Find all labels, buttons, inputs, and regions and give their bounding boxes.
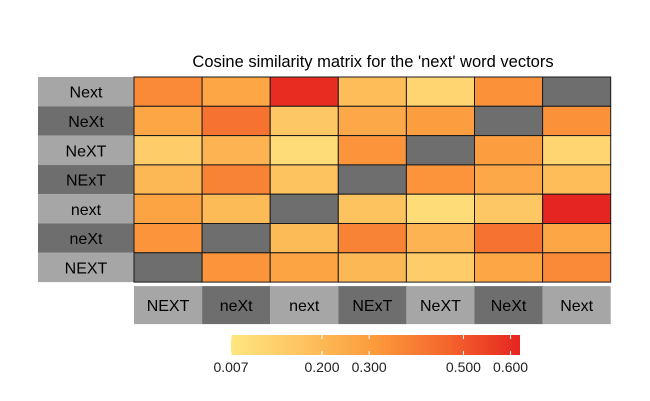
column-label: neXt	[220, 298, 253, 315]
heatmap-cell	[405, 76, 475, 107]
heatmap-cell	[474, 135, 544, 166]
chart-title: Cosine similarity matrix for the 'next' …	[192, 53, 553, 71]
heatmap-cell	[474, 76, 544, 107]
row-label: NeXt	[68, 114, 104, 131]
heatmap-cell-diagonal	[133, 252, 203, 283]
heatmap-cell	[542, 223, 612, 254]
row-labels: Next NeXt NeXT NExT next neXt NEXT	[38, 77, 134, 283]
heatmap-cell	[269, 252, 339, 283]
heatmap-cell	[133, 135, 203, 166]
row-label-bg	[38, 223, 134, 253]
heatmap-cell	[474, 223, 544, 254]
heatmap-cell	[133, 105, 203, 137]
column-label-bg	[406, 286, 475, 325]
heatmap-cell	[337, 252, 407, 283]
heatmap-cell	[269, 135, 339, 166]
row-label-bg	[38, 252, 134, 283]
column-label: NeXt	[491, 298, 527, 315]
heatmap-cell	[474, 193, 544, 224]
heatmap-cell	[405, 223, 475, 254]
colorbar-tick-label: 0.500	[446, 359, 481, 375]
column-label: NExT	[352, 298, 392, 315]
colorbar-tick-label: 0.007	[213, 359, 248, 375]
heatmap-cell	[201, 135, 271, 166]
colorbar-tick-label: 0.300	[352, 359, 387, 375]
heatmap-cell	[542, 135, 612, 166]
heatmap-cell	[269, 105, 339, 137]
heatmap-cell	[405, 105, 475, 137]
heatmap-cell	[133, 76, 203, 107]
column-label: Next	[560, 298, 593, 315]
row-label: NExT	[66, 173, 106, 190]
row-label: Next	[70, 85, 103, 102]
heatmap-cell	[542, 193, 612, 224]
heatmap-cell-diagonal	[269, 193, 339, 224]
heatmap-cell-diagonal	[201, 223, 271, 254]
heatmap-cell-diagonal	[405, 135, 475, 166]
row-label-bg	[38, 135, 134, 165]
heatmap-cell	[201, 252, 271, 283]
heatmap-cell	[201, 164, 271, 195]
row-label-bg	[38, 106, 134, 136]
colorbar-tick-label: 0.600	[493, 359, 528, 375]
column-label: NeXT	[420, 298, 461, 315]
column-label: NEXT	[147, 298, 190, 315]
heatmap-cell	[133, 223, 203, 254]
heatmap-cell	[201, 76, 271, 107]
heatmap-cell	[542, 105, 612, 137]
column-label-bg	[270, 286, 339, 325]
row-label: neXt	[70, 231, 103, 248]
heatmap-cell-diagonal	[337, 164, 407, 195]
heatmap-cell	[542, 252, 612, 283]
heatmap-cell-diagonal	[474, 105, 544, 137]
heatmap-cell	[405, 164, 475, 195]
row-label-bg	[38, 77, 134, 107]
heatmap-cell	[337, 135, 407, 166]
heatmap-cell	[201, 193, 271, 224]
colorbar: 0.007 0.200 0.300 0.500 0.600	[213, 335, 528, 375]
row-label-bg	[38, 194, 134, 224]
heatmap-cell	[337, 223, 407, 254]
row-label: NEXT	[65, 260, 108, 277]
heatmap-cell	[474, 164, 544, 195]
heatmap-cell-diagonal	[542, 76, 612, 107]
heatmap-cell	[337, 105, 407, 137]
column-label: next	[289, 298, 320, 315]
heatmap-cell	[269, 164, 339, 195]
heatmap-cells	[133, 76, 612, 283]
heatmap-cell	[337, 193, 407, 224]
heatmap-cell	[337, 76, 407, 107]
column-labels: NEXT neXt next NExT NeXT NeXt Next	[134, 286, 611, 325]
colorbar-gradient	[231, 335, 520, 355]
column-label-bg	[202, 286, 271, 325]
row-label: next	[71, 202, 102, 219]
heatmap-cell	[405, 193, 475, 224]
column-label-bg	[134, 286, 203, 325]
colorbar-tick-label: 0.200	[304, 359, 339, 375]
row-label: NeXT	[66, 143, 107, 160]
heatmap-cell	[269, 223, 339, 254]
heatmap-cell	[133, 193, 203, 224]
heatmap-cell	[201, 105, 271, 137]
heatmap-cell	[269, 76, 339, 107]
column-label-bg	[338, 286, 407, 325]
heatmap-cell	[474, 252, 544, 283]
heatmap-cell	[542, 164, 612, 195]
heatmap-cell	[405, 252, 475, 283]
heatmap-cell	[133, 164, 203, 195]
column-label-bg	[474, 286, 543, 325]
row-label-bg	[38, 164, 134, 195]
column-label-bg	[542, 286, 611, 325]
